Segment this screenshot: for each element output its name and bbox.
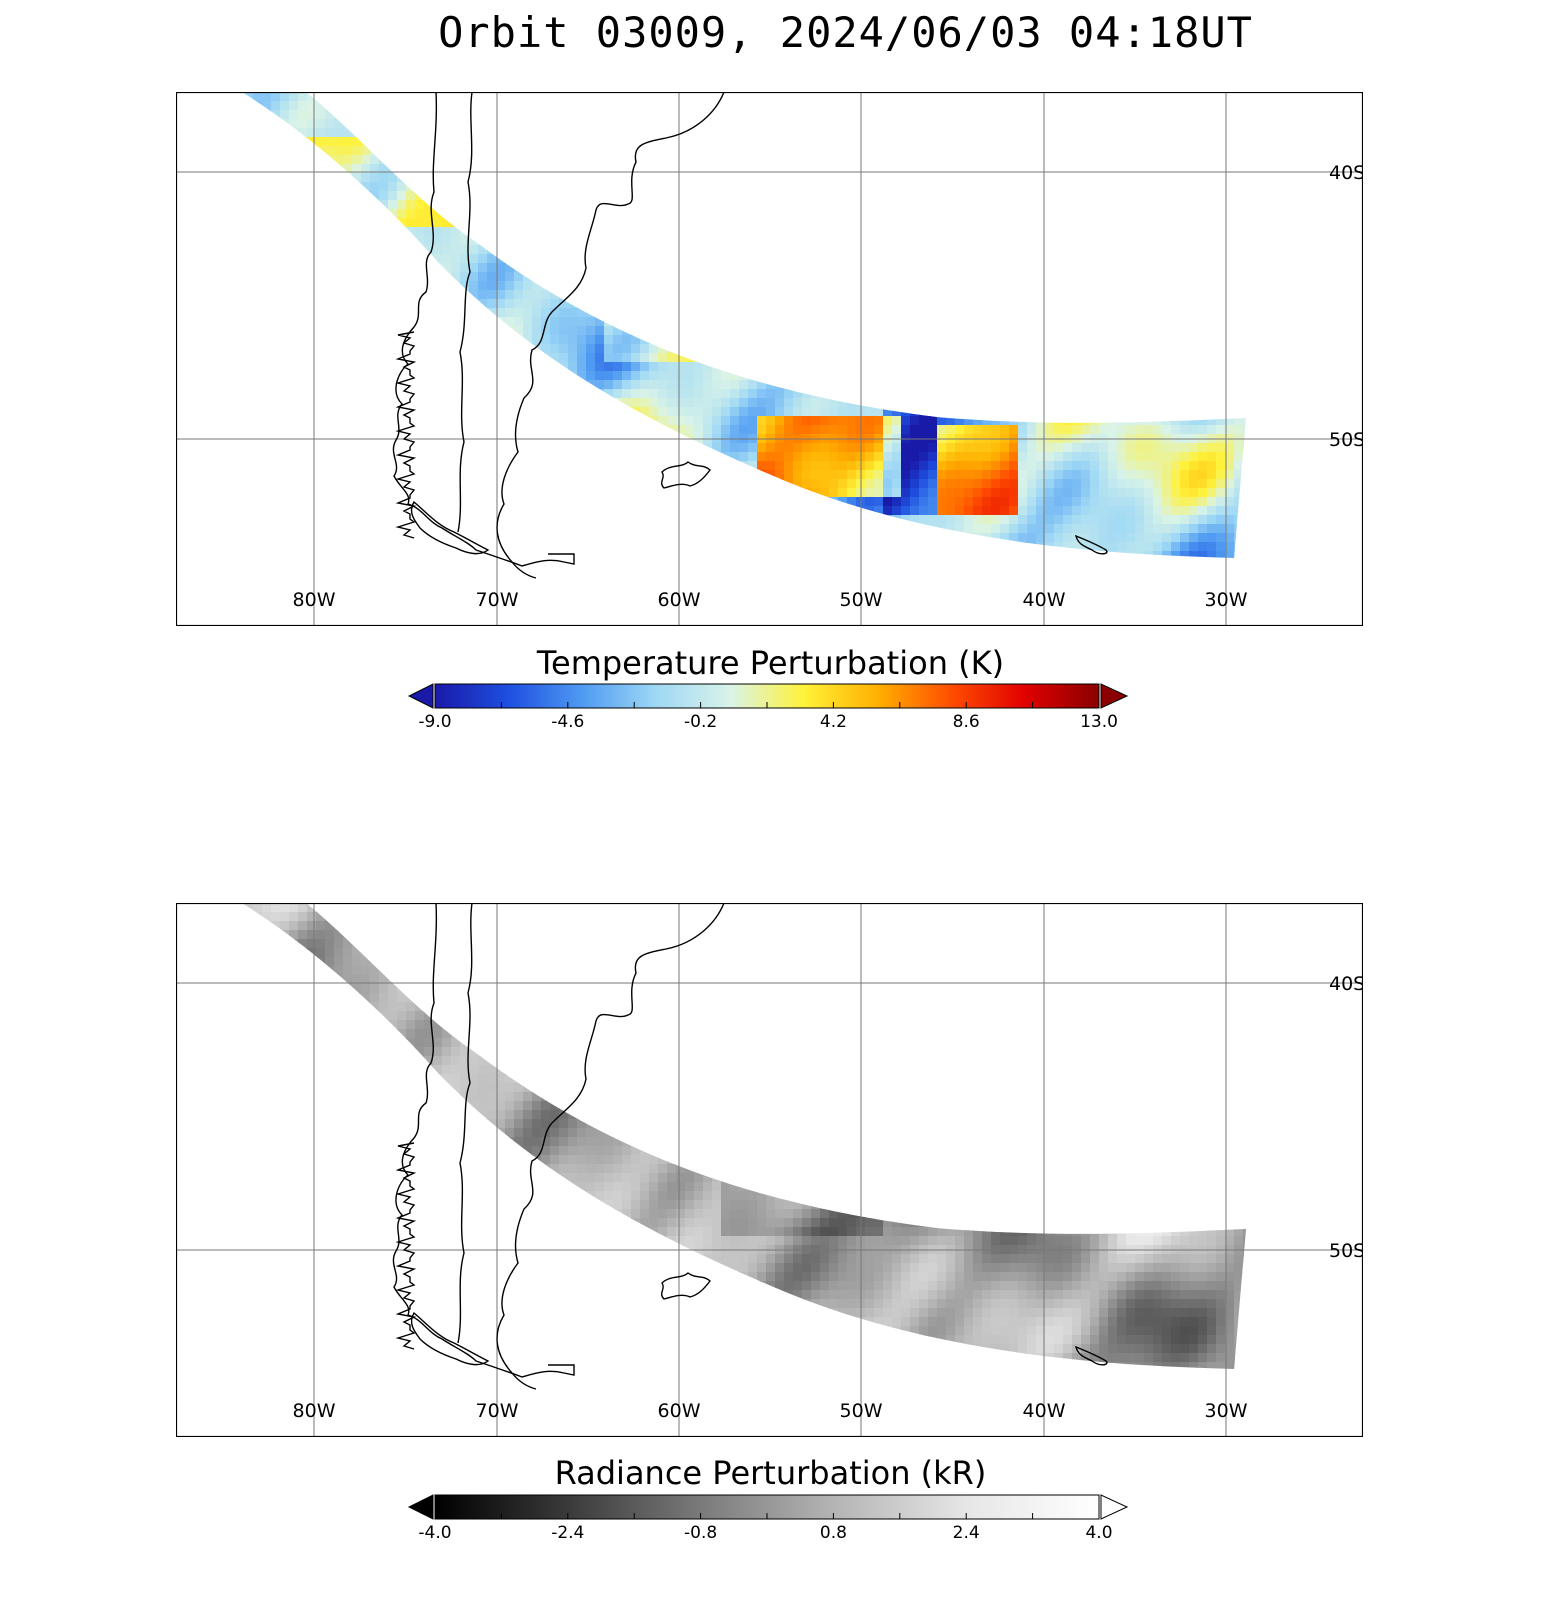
temperature-map-panel: 80W 70W 60W 50W 40W 30W 40S 50S <box>176 92 1363 626</box>
lon-label: 80W <box>293 1400 336 1422</box>
colorbar-high-arrow <box>1100 683 1129 709</box>
colorbar-tick-label: -2.4 <box>551 1523 584 1543</box>
lon-label: 70W <box>476 1400 519 1422</box>
lon-label: 40W <box>1023 589 1066 611</box>
lon-label: 70W <box>476 589 519 611</box>
lon-label: 80W <box>293 589 336 611</box>
lon-label: 60W <box>658 1400 701 1422</box>
lat-label: 50S <box>1329 429 1363 451</box>
map-frame <box>176 903 1363 1437</box>
figure-title: Orbit 03009, 2024/06/03 04:18UT <box>438 8 1253 57</box>
temperature-colorbar-svg: -9.0 -4.6 -0.2 4.2 8.6 13.0 <box>407 683 1129 732</box>
graticule <box>176 92 1363 626</box>
map-frame <box>176 92 1363 626</box>
lon-label: 50W <box>840 1400 883 1422</box>
colorbar-low-arrow <box>407 683 434 709</box>
colorbar-tick-label: 2.4 <box>953 1523 980 1543</box>
colorbar-tick-label: -0.8 <box>684 1523 717 1543</box>
temperature-colorbar: -9.0 -4.6 -0.2 4.2 8.6 13.0 <box>405 680 1135 740</box>
colorbar-tick-label: 4.2 <box>820 712 847 732</box>
radiance-map-panel: 80W 70W 60W 50W 40W 30W 40S 50S <box>176 903 1363 1437</box>
graticule <box>176 903 1363 1437</box>
colorbar-tick-label: -4.6 <box>551 712 584 732</box>
radiance-map: 80W 70W 60W 50W 40W 30W 40S 50S <box>176 903 1363 1437</box>
coastlines <box>392 92 1108 579</box>
lon-label: 50W <box>840 589 883 611</box>
lat-label: 40S <box>1329 973 1363 995</box>
colorbar-tick-label: 0.8 <box>820 1523 847 1543</box>
lat-label: 50S <box>1329 1240 1363 1262</box>
colorbar-tick-label: 8.6 <box>953 712 980 732</box>
colorbar-tick-label: -9.0 <box>418 712 451 732</box>
temperature-colorbar-title: Temperature Perturbation (K) <box>536 644 1005 682</box>
colorbar-high-arrow <box>1100 1494 1129 1520</box>
lon-label: 60W <box>658 589 701 611</box>
radiance-colorbar: -4.0 -2.4 -0.8 0.8 2.4 4.0 <box>405 1491 1135 1551</box>
colorbar-tick-label: 13.0 <box>1080 712 1118 732</box>
lon-label: 40W <box>1023 1400 1066 1422</box>
lon-label: 30W <box>1205 589 1248 611</box>
colorbar-low-arrow <box>407 1494 434 1520</box>
lat-label: 40S <box>1329 162 1363 184</box>
lon-label: 30W <box>1205 1400 1248 1422</box>
temperature-map: 80W 70W 60W 50W 40W 30W 40S 50S <box>176 92 1363 626</box>
colorbar-tick-label: -0.2 <box>684 712 717 732</box>
coastlines <box>392 903 1108 1390</box>
colorbar-tick-label: -4.0 <box>418 1523 451 1543</box>
radiance-colorbar-title: Radiance Perturbation (kR) <box>554 1454 987 1492</box>
colorbar-tick-label: 4.0 <box>1085 1523 1112 1543</box>
radiance-colorbar-svg: -4.0 -2.4 -0.8 0.8 2.4 4.0 <box>407 1494 1129 1543</box>
